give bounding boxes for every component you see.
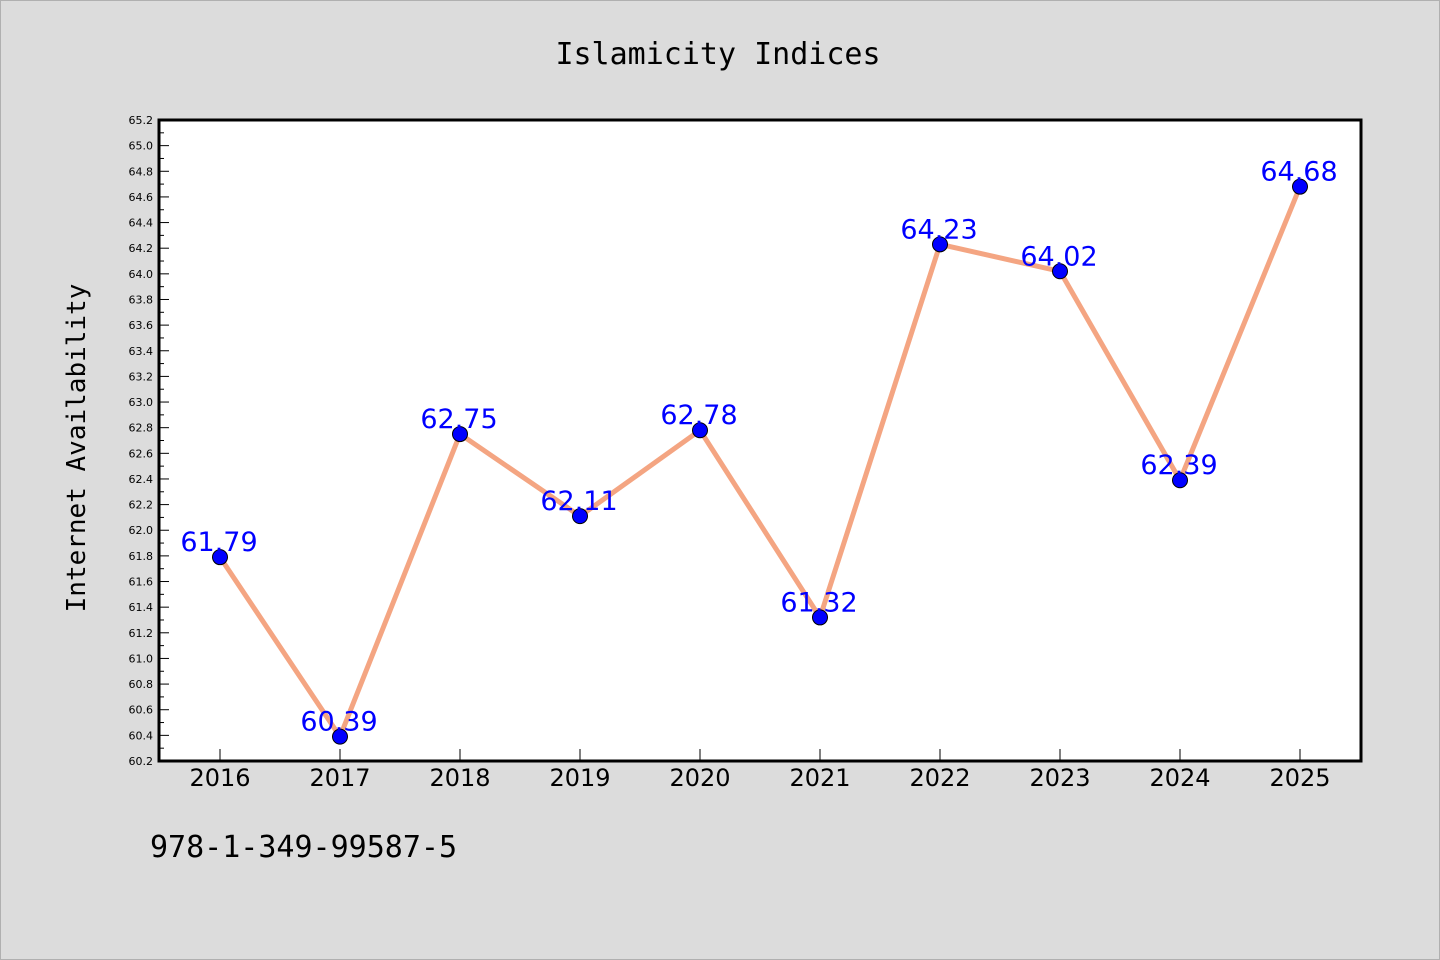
data-point [332,728,348,745]
y-tick-label: 61.2 [129,627,154,640]
y-tick-label: 63.6 [129,319,154,332]
data-label: 62.11 [540,486,617,517]
y-tick-label: 62.4 [129,473,154,486]
y-tick-label: 61.8 [129,550,154,563]
x-tick-label: 2019 [549,764,610,792]
y-tick-label: 65.0 [129,140,154,153]
data-label: 61.32 [780,587,857,618]
data-point [1292,178,1308,195]
y-tick-label: 64.2 [129,242,154,255]
y-tick-label: 63.4 [129,345,154,358]
y-tick-label: 61.0 [129,652,154,665]
data-point [1172,472,1188,489]
data-label: 64.02 [1020,241,1097,272]
x-tick-label: 2024 [1149,764,1210,792]
x-tick-label: 2016 [189,764,250,792]
x-tick-label: 2021 [789,764,850,792]
data-label: 62.75 [420,404,497,435]
series-line [217,185,1303,740]
x-tick-label: 2018 [429,764,490,792]
data-point [212,549,228,566]
y-tick-label: 63.8 [129,293,154,306]
series-layer: 61.79 60.39 62.75 62.11 62.78 61.32 64.23 64.02… [180,157,1338,745]
data-label: 64.23 [900,214,977,245]
data-point [692,422,708,439]
y-axis-ticks: 60.2 60.4 60.6 60.8 61.0 61.2 61.4 61.6 61.8 62.0… [129,114,169,768]
y-tick-label: 64.8 [129,165,154,178]
x-tick-label: 2020 [669,764,730,792]
x-tick-label: 2023 [1029,764,1090,792]
y-tick-label: 65.2 [129,114,154,127]
x-tick-label: 2025 [1269,764,1330,792]
y-tick-label: 63.0 [129,396,154,409]
y-tick-label: 62.0 [129,524,154,537]
data-label: 64.68 [1260,157,1337,188]
x-tick-label: 2017 [309,764,370,792]
y-axis-label: Internet Availability [62,284,92,613]
data-label: 61.79 [180,527,257,558]
data-point [812,609,828,626]
y-tick-label: 64.6 [129,191,154,204]
y-tick-label: 61.6 [129,576,154,589]
y-tick-label: 60.4 [129,729,154,742]
data-label: 62.78 [660,400,737,431]
data-point [572,508,588,525]
data-point [452,426,468,443]
y-tick-label: 60.2 [129,755,154,768]
y-tick-label: 61.4 [129,601,154,614]
data-point [932,236,948,253]
chart-title: Islamicity Indices [555,37,880,72]
x-tick-label: 2022 [909,764,970,792]
y-tick-label: 60.6 [129,704,154,717]
x-axis-ticks: 2016 2017 2018 2019 2020 2021 2022 2023 2024 2025 [189,749,1331,792]
plot-area [157,118,1363,763]
data-label: 62.39 [1140,450,1217,481]
y-tick-label: 64.0 [129,268,154,281]
data-label: 60.39 [300,707,377,738]
y-tick-label: 64.4 [129,217,154,230]
y-tick-label: 62.8 [129,422,154,435]
y-tick-label: 63.2 [129,370,154,383]
y-tick-label: 60.8 [129,678,154,691]
y-tick-label: 62.6 [129,447,154,460]
isbn-caption: 978-1-349-99587-5 [150,830,458,865]
y-tick-label: 62.2 [129,499,154,512]
data-point [1052,263,1068,280]
